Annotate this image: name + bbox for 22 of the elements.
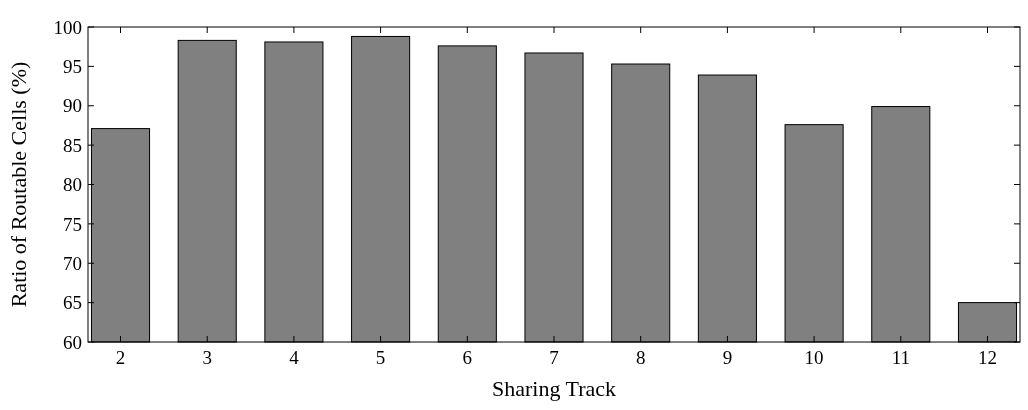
x-tick-label: 4: [289, 347, 300, 368]
x-tick-label: 3: [202, 347, 212, 368]
y-tick-label: 65: [63, 292, 82, 314]
x-tick-label: 8: [635, 347, 646, 368]
x-tick-label: 11: [891, 347, 910, 368]
y-tick-label: 100: [53, 16, 82, 38]
y-axis-title: Ratio of Routable Cells (%): [6, 61, 31, 308]
y-tick-label: 90: [63, 95, 82, 117]
x-axis-title: Sharing Track: [491, 376, 617, 401]
x-tick-label: 10: [804, 347, 824, 368]
y-tick-label: 60: [63, 331, 82, 353]
y-tick-label: 75: [63, 213, 82, 235]
x-tick-label: 5: [375, 347, 386, 368]
x-tick-label: 9: [722, 347, 733, 368]
x-tick-label: 7: [549, 347, 559, 368]
y-tick-label: 70: [63, 252, 82, 274]
x-tick-label: 2: [115, 347, 126, 368]
y-tick-label: 95: [63, 56, 82, 78]
x-tick-label: 12: [977, 347, 997, 368]
x-tick-label: 6: [462, 347, 473, 368]
y-tick-label: 80: [63, 174, 82, 196]
y-tick-label: 85: [63, 134, 82, 156]
